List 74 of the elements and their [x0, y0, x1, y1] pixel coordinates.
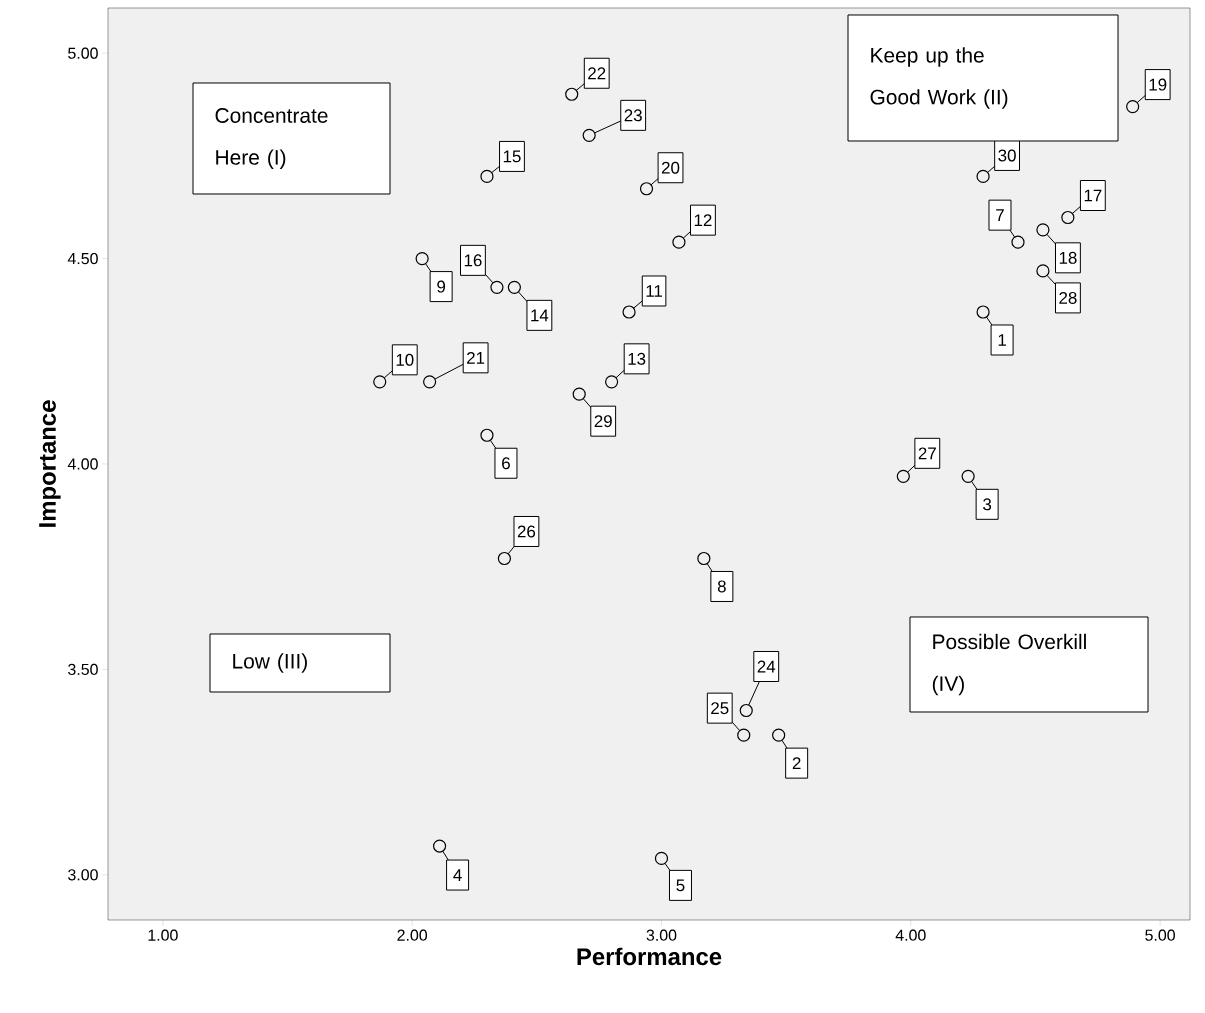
x-tick-label: 2.00: [397, 929, 428, 941]
point: [1036, 264, 1050, 278]
point: [961, 469, 975, 483]
annotation: 18: [1059, 251, 1077, 264]
x-tick-label: 3.00: [646, 929, 677, 941]
annotation: 7: [996, 209, 1004, 221]
point: [672, 235, 686, 249]
point: [772, 728, 786, 742]
annotation: 8: [717, 580, 726, 593]
point: [654, 851, 669, 865]
annotation: 19: [1149, 78, 1167, 91]
annotation: 6: [502, 457, 510, 470]
point: [480, 169, 494, 184]
point: [1011, 235, 1025, 249]
point: [1061, 210, 1075, 225]
annotation: 5: [676, 879, 685, 892]
point: [497, 551, 512, 566]
annotation: 14: [531, 309, 549, 322]
x-tick-label: 1.00: [148, 929, 178, 941]
annotation: 17: [1084, 189, 1102, 202]
annotation: 26: [517, 525, 536, 538]
x-tick-label: 4.00: [895, 929, 926, 941]
annotation: 2: [792, 757, 801, 770]
point: [490, 280, 504, 294]
point: [976, 169, 990, 184]
point: [415, 251, 429, 266]
annotation: 23: [624, 109, 642, 122]
point: [373, 375, 387, 389]
annotation: 9: [437, 280, 446, 293]
annotation: 21: [467, 351, 485, 364]
text: Concentrate Here (I): [215, 108, 328, 169]
point: [507, 280, 521, 294]
point: [1036, 223, 1050, 237]
annotation: 22: [588, 67, 606, 80]
point: [896, 469, 910, 483]
y-tick-label: 4.50: [67, 252, 98, 265]
y-axis-title: Importance: [39, 400, 61, 527]
y-tick-label: 5.00: [68, 47, 98, 59]
point: [572, 387, 586, 401]
annotation: 4: [453, 869, 462, 881]
point: [739, 703, 753, 718]
annotation: 25: [711, 702, 729, 715]
annotation: 27: [918, 447, 936, 460]
annotation: 24: [757, 660, 776, 673]
annotation: 30: [998, 149, 1016, 162]
point: [432, 839, 447, 853]
x-axis-title: Performance: [577, 947, 722, 966]
x-tick-label: 5.00: [1145, 929, 1175, 941]
annotation: 1: [998, 334, 1006, 346]
point: [605, 375, 619, 389]
annotation: 29: [594, 415, 612, 428]
annotation: 11: [646, 285, 663, 297]
annotation: 16: [464, 254, 482, 267]
annotation: 3: [983, 498, 992, 511]
point: [697, 551, 711, 566]
annotation: 20: [661, 161, 680, 174]
point: [565, 87, 579, 101]
annotation: Keep up the Good Work (II): [870, 47, 1008, 109]
text: Possible Overkill (IV): [932, 633, 1086, 696]
point: [639, 182, 654, 196]
point: [737, 728, 751, 742]
point: [976, 305, 990, 319]
annotation: 28: [1059, 291, 1077, 304]
y-tick-label: 4.00: [67, 458, 98, 470]
point: [622, 305, 636, 319]
annotation: 15: [503, 150, 521, 163]
annotation: 12: [694, 214, 712, 227]
y-tick-label: 3.50: [68, 663, 98, 676]
annotation: Low (III): [233, 653, 307, 673]
annotation: 13: [628, 352, 646, 365]
y-tick-label: 3.00: [68, 869, 98, 881]
point: [1126, 99, 1140, 114]
point: [480, 428, 494, 442]
annotation: 10: [396, 353, 414, 366]
